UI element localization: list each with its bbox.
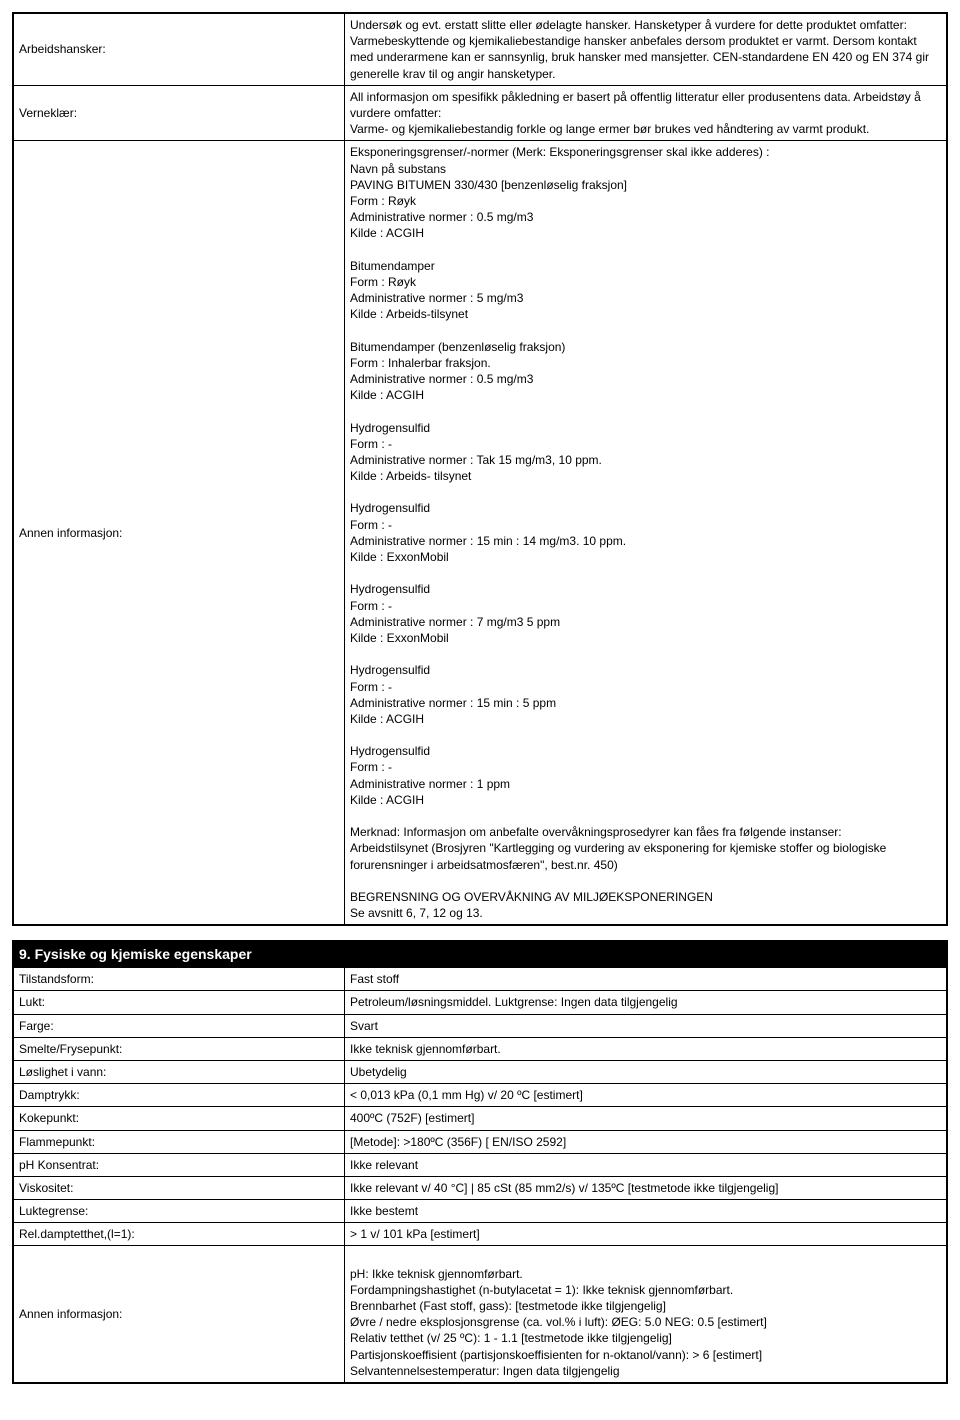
table-row: Arbeidshansker: Undersøk og evt. erstatt… — [13, 13, 947, 85]
section-header-row: 9. Fysiske og kjemiske egenskaper — [13, 941, 947, 967]
table-row: Damptrykk: < 0,013 kPa (0,1 mm Hg) v/ 20… — [13, 1084, 947, 1107]
row-value: [Metode]: >180ºC (356F) [ EN/ISO 2592] — [345, 1130, 948, 1153]
row-label: pH Konsentrat: — [13, 1153, 345, 1176]
row-value: Eksponeringsgrenser/-normer (Merk: Ekspo… — [345, 141, 948, 926]
row-label: Kokepunkt: — [13, 1107, 345, 1130]
row-value: Ikke relevant — [345, 1153, 948, 1176]
row-label: Annen informasjon: — [13, 1246, 345, 1383]
table-row: Farge: Svart — [13, 1014, 947, 1037]
row-label: Flammepunkt: — [13, 1130, 345, 1153]
row-value: All informasjon om spesifikk påkledning … — [345, 85, 948, 141]
table-row: Annen informasjon: Eksponeringsgrenser/-… — [13, 141, 947, 926]
table-row: Løslighet i vann: Ubetydelig — [13, 1060, 947, 1083]
row-value: Ikke relevant v/ 40 °C] | 85 cSt (85 mm2… — [345, 1176, 948, 1199]
section9-header: 9. Fysiske og kjemiske egenskaper — [13, 941, 947, 967]
row-value: Fast stoff — [345, 968, 948, 991]
section9-table: 9. Fysiske og kjemiske egenskaper Tilsta… — [12, 940, 948, 1384]
table-row: Verneklær: All informasjon om spesifikk … — [13, 85, 947, 141]
row-value: Undersøk og evt. erstatt slitte eller ød… — [345, 13, 948, 85]
table-row: Smelte/Frysepunkt: Ikke teknisk gjennomf… — [13, 1037, 947, 1060]
row-label: Lukt: — [13, 991, 345, 1014]
row-label: Tilstandsform: — [13, 968, 345, 991]
row-label: Verneklær: — [13, 85, 345, 141]
table-row: Viskositet: Ikke relevant v/ 40 °C] | 85… — [13, 1176, 947, 1199]
row-label: Løslighet i vann: — [13, 1060, 345, 1083]
protection-table: Arbeidshansker: Undersøk og evt. erstatt… — [12, 12, 948, 926]
row-value: > 1 v/ 101 kPa [estimert] — [345, 1223, 948, 1246]
table-row: pH Konsentrat: Ikke relevant — [13, 1153, 947, 1176]
row-label: Damptrykk: — [13, 1084, 345, 1107]
row-label: Annen informasjon: — [13, 141, 345, 926]
table-row: Annen informasjon: pH: Ikke teknisk gjen… — [13, 1246, 947, 1383]
row-value: Petroleum/løsningsmiddel. Luktgrense: In… — [345, 991, 948, 1014]
row-value: Ikke teknisk gjennomførbart. — [345, 1037, 948, 1060]
table-row: Lukt: Petroleum/løsningsmiddel. Luktgren… — [13, 991, 947, 1014]
row-label: Smelte/Frysepunkt: — [13, 1037, 345, 1060]
row-label: Viskositet: — [13, 1176, 345, 1199]
row-value: Svart — [345, 1014, 948, 1037]
table-row: Luktegrense: Ikke bestemt — [13, 1200, 947, 1223]
table-row: Tilstandsform: Fast stoff — [13, 968, 947, 991]
row-label: Farge: — [13, 1014, 345, 1037]
table-row: Rel.damptetthet,(l=1): > 1 v/ 101 kPa [e… — [13, 1223, 947, 1246]
row-value: 400ºC (752F) [estimert] — [345, 1107, 948, 1130]
table-row: Kokepunkt: 400ºC (752F) [estimert] — [13, 1107, 947, 1130]
row-label: Rel.damptetthet,(l=1): — [13, 1223, 345, 1246]
row-label: Luktegrense: — [13, 1200, 345, 1223]
row-value: Ubetydelig — [345, 1060, 948, 1083]
table-row: Flammepunkt: [Metode]: >180ºC (356F) [ E… — [13, 1130, 947, 1153]
row-value: < 0,013 kPa (0,1 mm Hg) v/ 20 ºC [estime… — [345, 1084, 948, 1107]
row-value: Ikke bestemt — [345, 1200, 948, 1223]
row-label: Arbeidshansker: — [13, 13, 345, 85]
row-value: pH: Ikke teknisk gjennomførbart. Fordamp… — [345, 1246, 948, 1383]
